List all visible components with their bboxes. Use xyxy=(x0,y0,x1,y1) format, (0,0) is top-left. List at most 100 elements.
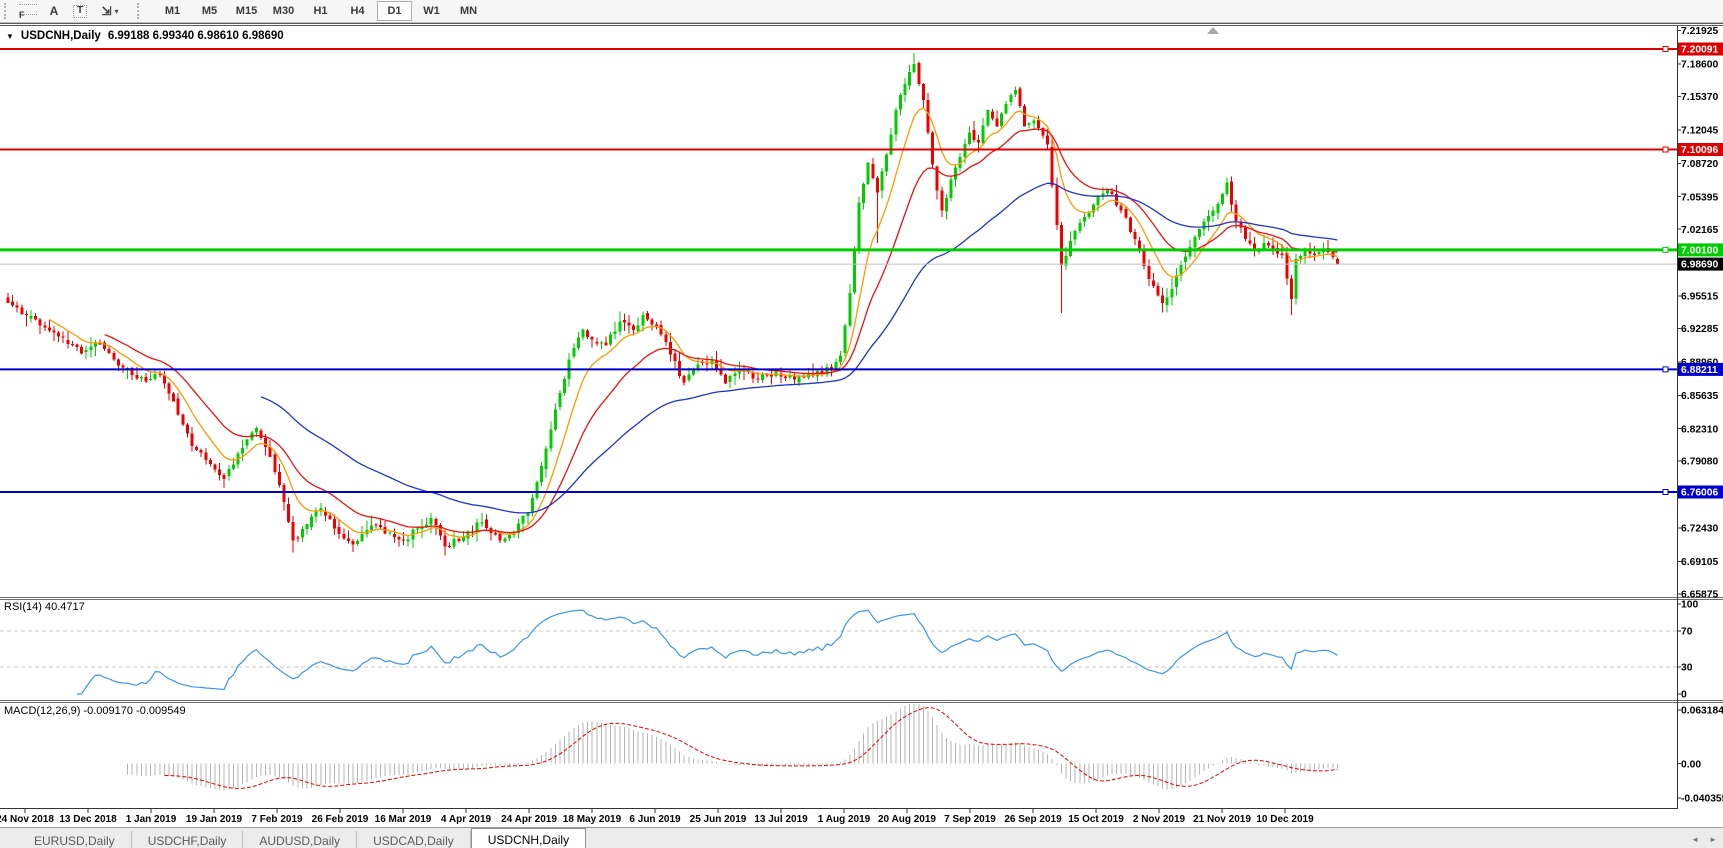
price-label-boxes: 7.20091 7.10096 7.00100 6.88211 6.76006 6.986… xyxy=(1678,42,1723,499)
timeframe-h4-button[interactable]: H4 xyxy=(350,5,365,17)
chart-tab-usdcnh[interactable]: USDCNH,Daily xyxy=(470,828,587,848)
svg-text:1 Aug 2019: 1 Aug 2019 xyxy=(818,814,871,825)
ma-mid-line xyxy=(104,128,1338,534)
tab-scroll-nav: ◄ ► xyxy=(1691,828,1717,848)
arrow-tools[interactable]: ⇲ ▾ xyxy=(93,1,127,21)
chart-window: 7.21925 7.18600 7.15370 7.12045 7.08720 7.053… xyxy=(0,23,1723,827)
drawing-tools-group: F A T ⇲ ▾ xyxy=(15,1,127,21)
svg-text:30: 30 xyxy=(1681,663,1693,674)
hline-6.76006[interactable] xyxy=(0,489,1677,495)
ma-slow-line xyxy=(260,182,1338,514)
chart-tabs: EURUSD,Daily USDCHF,Daily AUDUSD,Daily USDC… xyxy=(0,828,587,848)
chart-tab-audusd[interactable]: AUDUSD,Daily xyxy=(243,831,358,848)
svg-text:0.00: 0.00 xyxy=(1681,759,1701,770)
chart-tab-usdchf[interactable]: USDCHF,Daily xyxy=(132,831,244,848)
svg-text:21 Nov 2019: 21 Nov 2019 xyxy=(1193,814,1251,825)
svg-text:10 Dec 2019: 10 Dec 2019 xyxy=(1256,814,1314,825)
svg-text:6.85635: 6.85635 xyxy=(1681,391,1718,402)
svg-text:6.76006: 6.76006 xyxy=(1681,488,1718,499)
toolbar-grip-2[interactable] xyxy=(137,3,144,19)
chart-tab-usdcad[interactable]: USDCAD,Daily xyxy=(357,831,471,848)
fibonacci-tool[interactable]: F xyxy=(15,1,41,21)
ohlc-values: 6.99188 6.99340 6.98610 6.98690 xyxy=(107,30,284,42)
hline-6.88211[interactable] xyxy=(0,366,1677,373)
svg-text:24 Nov 2018: 24 Nov 2018 xyxy=(0,814,54,825)
chart-title: ▼ USDCNH,Daily 6.99188 6.99340 6.98610 6… xyxy=(6,30,284,42)
svg-text:6.72430: 6.72430 xyxy=(1681,524,1718,535)
svg-text:70: 70 xyxy=(1681,627,1693,638)
svg-text:6.88211: 6.88211 xyxy=(1681,365,1718,376)
timeframe-m30-button[interactable]: M30 xyxy=(272,5,295,17)
macd-label: MACD(12,26,9) -0.009170 -0.009549 xyxy=(4,705,186,717)
svg-text:16 Mar 2019: 16 Mar 2019 xyxy=(375,814,432,825)
svg-text:7.05395: 7.05395 xyxy=(1681,192,1718,203)
svg-text:6.95515: 6.95515 xyxy=(1681,292,1718,303)
svg-text:7.21925: 7.21925 xyxy=(1681,26,1718,37)
svg-text:6.79080: 6.79080 xyxy=(1681,457,1718,468)
timeframe-d1-button[interactable]: D1 xyxy=(377,1,412,21)
svg-text:24 Apr 2019: 24 Apr 2019 xyxy=(501,814,557,825)
ma-fast-line xyxy=(49,107,1338,538)
svg-text:6 Jun 2019: 6 Jun 2019 xyxy=(629,814,681,825)
svg-text:7.20091: 7.20091 xyxy=(1681,45,1718,56)
hline-7.10096[interactable] xyxy=(0,146,1677,153)
svg-text:100: 100 xyxy=(1681,600,1698,611)
timeframe-buttons: M1 M5 M15 M30 H1 H4 D1 W1 MN xyxy=(154,1,487,21)
timeframe-mn-button[interactable]: MN xyxy=(459,5,478,17)
text-tool[interactable]: A xyxy=(41,1,67,21)
fibonacci-tool-icon: F xyxy=(19,10,25,20)
svg-text:7.10096: 7.10096 xyxy=(1681,145,1718,156)
tab-scroll-left-icon[interactable]: ◄ xyxy=(1691,834,1700,844)
timeframe-w1-button[interactable]: W1 xyxy=(423,5,440,17)
chart-canvas[interactable]: 7.21925 7.18600 7.15370 7.12045 7.08720 7.053… xyxy=(0,23,1723,827)
chart-tab-eurusd[interactable]: EURUSD,Daily xyxy=(18,831,132,848)
chart-shift-marker-icon[interactable] xyxy=(1207,27,1219,34)
timeframe-m5-button[interactable]: M5 xyxy=(201,5,218,17)
svg-text:2 Nov 2019: 2 Nov 2019 xyxy=(1133,814,1186,825)
toolbar-grip[interactable] xyxy=(4,3,11,19)
svg-text:7 Sep 2019: 7 Sep 2019 xyxy=(944,814,996,825)
svg-text:4 Apr 2019: 4 Apr 2019 xyxy=(441,814,492,825)
hline-7.20091[interactable] xyxy=(0,46,1677,52)
label-tool-icon: T xyxy=(72,4,88,18)
time-axis[interactable]: 24 Nov 2018 13 Dec 2018 1 Jan 2019 19 Jan 2… xyxy=(0,809,1314,825)
svg-text:13 Jul 2019: 13 Jul 2019 xyxy=(754,814,808,825)
svg-text:6.98690: 6.98690 xyxy=(1681,260,1718,271)
svg-text:19 Jan 2019: 19 Jan 2019 xyxy=(186,814,243,825)
rsi-axis[interactable]: 100 70 30 0 xyxy=(1677,600,1698,701)
timeframe-h1-button[interactable]: H1 xyxy=(313,5,328,17)
rsi-line xyxy=(77,609,1338,695)
macd-signal-line xyxy=(164,707,1338,789)
hline-7.00100[interactable] xyxy=(0,246,1677,253)
text-tool-icon: A xyxy=(49,4,59,18)
svg-text:7.08720: 7.08720 xyxy=(1681,159,1718,170)
price-axis[interactable]: 7.21925 7.18600 7.15370 7.12045 7.08720 7.053… xyxy=(1677,26,1718,600)
svg-text:7.15370: 7.15370 xyxy=(1681,92,1718,103)
symbol-dropdown-icon[interactable]: ▼ xyxy=(6,31,14,41)
svg-text:7.00100: 7.00100 xyxy=(1681,246,1718,257)
svg-text:6.92285: 6.92285 xyxy=(1681,324,1718,335)
timeframe-m15-button[interactable]: M15 xyxy=(235,5,258,17)
dropdown-caret-icon[interactable]: ▾ xyxy=(114,6,119,16)
svg-text:7 Feb 2019: 7 Feb 2019 xyxy=(251,814,303,825)
svg-text:0.063184: 0.063184 xyxy=(1681,706,1723,717)
arrow-tools-icon: ⇲ xyxy=(101,4,112,18)
rsi-label: RSI(14) 40.4717 xyxy=(4,601,85,613)
svg-text:0: 0 xyxy=(1681,690,1687,701)
label-tool[interactable]: T xyxy=(67,1,93,21)
svg-text:26 Feb 2019: 26 Feb 2019 xyxy=(312,814,369,825)
svg-text:18 May 2019: 18 May 2019 xyxy=(563,814,622,825)
macd-axis[interactable]: 0.063184 0.00 -0.040355 xyxy=(1677,706,1723,805)
timeframe-m1-button[interactable]: M1 xyxy=(164,5,181,17)
svg-text:7.12045: 7.12045 xyxy=(1681,126,1718,137)
svg-text:15 Oct 2019: 15 Oct 2019 xyxy=(1068,814,1124,825)
pane-borders xyxy=(0,23,1723,809)
macd-histogram xyxy=(127,704,1338,791)
svg-text:26 Sep 2019: 26 Sep 2019 xyxy=(1004,814,1062,825)
svg-text:13 Dec 2018: 13 Dec 2018 xyxy=(59,814,117,825)
candles-layer xyxy=(6,52,1339,556)
svg-text:6.82310: 6.82310 xyxy=(1681,424,1718,435)
svg-text:-0.040355: -0.040355 xyxy=(1681,794,1723,805)
tab-scroll-right-icon[interactable]: ► xyxy=(1709,834,1717,844)
symbol-name: USDCNH,Daily xyxy=(20,30,101,42)
